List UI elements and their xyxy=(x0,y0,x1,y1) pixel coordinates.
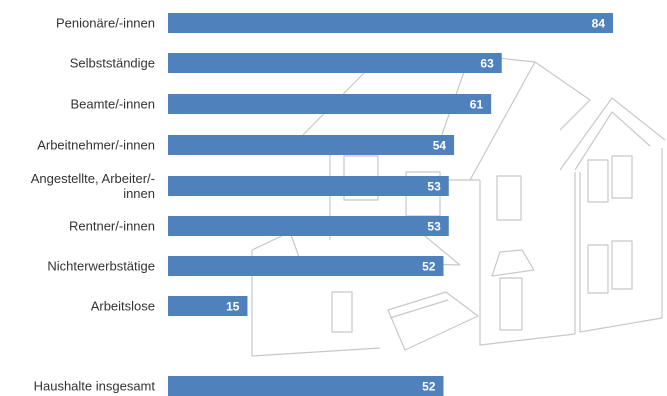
bar-7 xyxy=(168,296,248,316)
category-label: Angestellte, Arbeiter/-innen xyxy=(31,171,155,201)
bar-value-label: 52 xyxy=(422,380,436,394)
category-label: Penionäre/-innen xyxy=(56,16,155,31)
bar-6 xyxy=(168,256,444,276)
bar-1 xyxy=(168,53,502,73)
bar-8 xyxy=(168,376,444,396)
category-label: Arbeitslose xyxy=(91,299,155,314)
category-label: Rentner/-innen xyxy=(69,219,155,234)
bar-5 xyxy=(168,216,449,236)
category-label: Selbstständige xyxy=(70,56,155,71)
bar-value-label: 52 xyxy=(422,260,436,274)
bar-value-label: 15 xyxy=(226,300,240,314)
bar-value-label: 84 xyxy=(592,17,606,31)
bar-value-label: 53 xyxy=(427,220,441,234)
bar-0 xyxy=(168,13,613,33)
bar-3 xyxy=(168,135,455,155)
bar-value-label: 61 xyxy=(470,98,484,112)
category-label: Beamte/-innen xyxy=(70,97,155,112)
category-label: Haushalte insgesamt xyxy=(34,379,156,394)
bar-value-label: 53 xyxy=(427,180,441,194)
category-label: Nichterwerbstätige xyxy=(47,259,155,274)
bar-value-label: 54 xyxy=(433,139,447,153)
bar-2 xyxy=(168,94,492,114)
bar-value-label: 63 xyxy=(480,57,494,71)
bar-4 xyxy=(168,176,449,196)
category-label: Arbeitnehmer/-innen xyxy=(37,138,155,153)
